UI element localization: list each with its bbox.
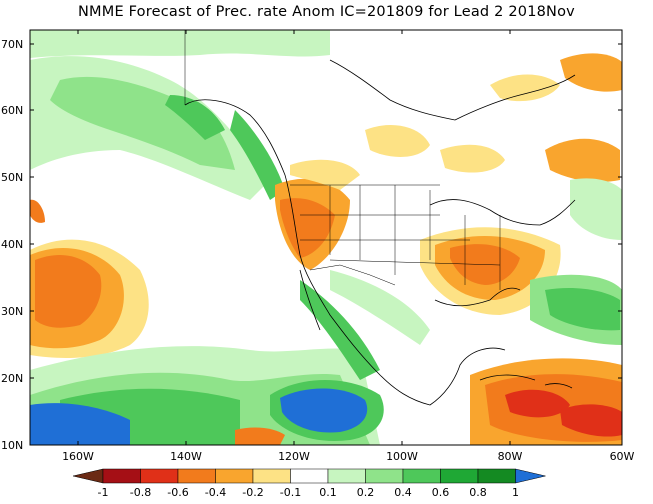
colorbar-segment — [252, 468, 291, 484]
plot-frame — [29, 29, 623, 446]
colorbar-label: 0.8 — [469, 486, 487, 499]
colorbar-segment — [440, 468, 479, 484]
colorbar-segment — [177, 468, 216, 484]
colorbar-segment — [140, 468, 179, 484]
lat-label-40n: 40N — [1, 238, 23, 251]
colorbar-label: -0.6 — [167, 486, 188, 499]
latitude-axis: 70N 60N 50N 40N 30N 20N 10N — [1, 38, 622, 452]
lon-label-60w: 60W — [610, 450, 635, 463]
colorbar-label: 0.2 — [357, 486, 375, 499]
colorbar-label: 0.6 — [432, 486, 450, 499]
lat-label-20n: 20N — [1, 372, 23, 385]
colorbar-label: -0.4 — [205, 486, 226, 499]
colorbar-label: 0.4 — [394, 486, 412, 499]
lon-label-80w: 80W — [498, 450, 523, 463]
colorbar-label: 0.1 — [319, 486, 337, 499]
longitude-axis: 160W 140W 120W 100W 80W 60W — [62, 30, 635, 463]
colorbar-label: -0.2 — [242, 486, 263, 499]
colorbar-arrow-right — [515, 468, 546, 484]
lon-label-120w: 120W — [278, 450, 310, 463]
colorbar-segment — [102, 468, 141, 484]
colorbar-segment — [365, 468, 404, 484]
political-borders — [184, 30, 501, 290]
colorbar-arrow-left — [72, 468, 104, 484]
lon-label-100w: 100W — [386, 450, 418, 463]
colorbar-label: -1 — [98, 486, 109, 499]
colorbar-segment — [477, 468, 516, 484]
lon-label-140w: 140W — [170, 450, 202, 463]
colorbar-segment — [402, 468, 441, 484]
anomaly-field — [30, 30, 622, 445]
lat-label-10n: 10N — [1, 439, 23, 452]
colorbar-segment — [215, 468, 254, 484]
colorbar-label: -0.1 — [280, 486, 301, 499]
colorbar-label: 1 — [512, 486, 519, 499]
lon-label-160w: 160W — [62, 450, 94, 463]
coastlines — [184, 59, 576, 406]
colorbar-segment — [327, 468, 366, 484]
colorbar-segment — [290, 468, 329, 484]
colorbar-label: -0.8 — [130, 486, 151, 499]
colorbar: -1 -0.8 -0.6 -0.4 -0.2 -0.1 0.1 0.2 0.4 0.6 0.8 1 — [72, 468, 546, 499]
lat-label-50n: 50N — [1, 171, 23, 184]
lat-label-60n: 60N — [1, 104, 23, 117]
lat-label-30n: 30N — [1, 305, 23, 318]
lat-label-70n: 70N — [1, 38, 23, 51]
map-title: NMME Forecast of Prec. rate Anom IC=2018… — [78, 4, 575, 20]
